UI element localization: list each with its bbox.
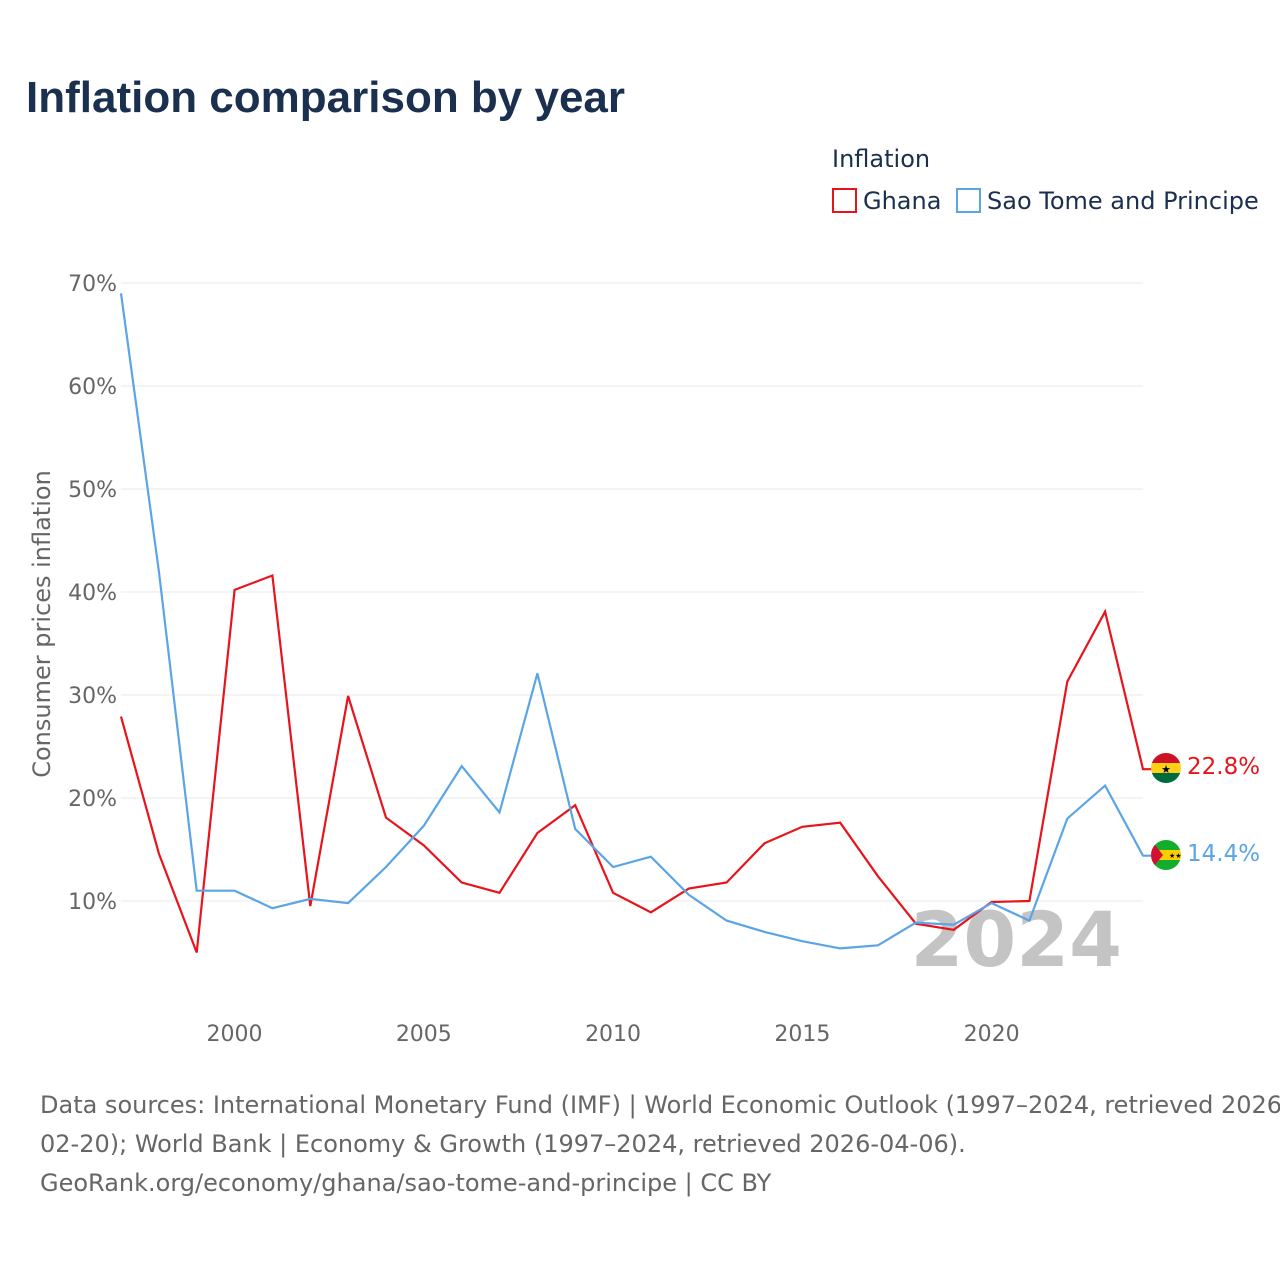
- ghana-series-line[interactable]: [119, 573, 1152, 953]
- y-tick-label: 40%: [68, 581, 117, 606]
- legend-title: Inflation: [832, 145, 930, 173]
- x-axis-ticks: 2000 2005 2010 2015 2020: [207, 1022, 1020, 1047]
- legend-item-ghana[interactable]: Ghana: [832, 187, 941, 215]
- legend-swatch-sao-tome: [956, 188, 981, 213]
- x-tick-label: 2010: [585, 1022, 641, 1047]
- legend: Inflation Ghana Sao Tome and Principe: [832, 145, 1259, 215]
- svg-text:★★: ★★: [1169, 852, 1182, 860]
- svg-text:★: ★: [1161, 763, 1171, 776]
- sao-tome-series-line[interactable]: [119, 293, 1152, 950]
- ghana-end-value: 22.8%: [1187, 754, 1260, 780]
- source-line-3[interactable]: GeoRank.org/economy/ghana/sao-tome-and-p…: [40, 1169, 772, 1197]
- source-note: Data sources: International Monetary Fun…: [40, 1091, 1280, 1197]
- x-tick-label: 2000: [207, 1022, 263, 1047]
- chart-title: Inflation comparison by year: [26, 73, 625, 122]
- x-tick-label: 2005: [396, 1022, 452, 1047]
- source-line-2: 02-20); World Bank | Economy & Growth (1…: [40, 1130, 966, 1158]
- y-axis-label: Consumer prices inflation: [28, 470, 56, 778]
- ghana-flag-icon: ★: [1151, 753, 1181, 783]
- y-tick-label: 60%: [68, 375, 117, 400]
- y-tick-label: 20%: [68, 787, 117, 812]
- series-layer: [119, 293, 1152, 953]
- x-tick-label: 2015: [774, 1022, 830, 1047]
- y-tick-label: 10%: [68, 890, 117, 915]
- legend-swatch-ghana: [832, 188, 857, 213]
- sao-tome-end-marker: ★★ 14.4%: [1151, 840, 1260, 870]
- legend-item-sao-tome[interactable]: Sao Tome and Principe: [956, 187, 1259, 215]
- grid-layer: 10% 20% 30% 40% 50% 60% 70%: [68, 272, 1143, 915]
- sao-tome-end-value: 14.4%: [1187, 841, 1260, 867]
- source-line-1: Data sources: International Monetary Fun…: [40, 1091, 1280, 1119]
- legend-label-ghana: Ghana: [863, 187, 941, 215]
- ghana-end-marker: ★ 22.8%: [1151, 753, 1260, 783]
- year-watermark: 2024: [910, 895, 1122, 984]
- legend-label-sao-tome: Sao Tome and Principe: [987, 187, 1259, 215]
- y-tick-label: 70%: [68, 272, 117, 297]
- y-tick-label: 30%: [68, 684, 117, 709]
- x-tick-label: 2020: [964, 1022, 1020, 1047]
- sao-tome-flag-icon: ★★: [1151, 840, 1182, 870]
- y-tick-label: 50%: [68, 478, 117, 503]
